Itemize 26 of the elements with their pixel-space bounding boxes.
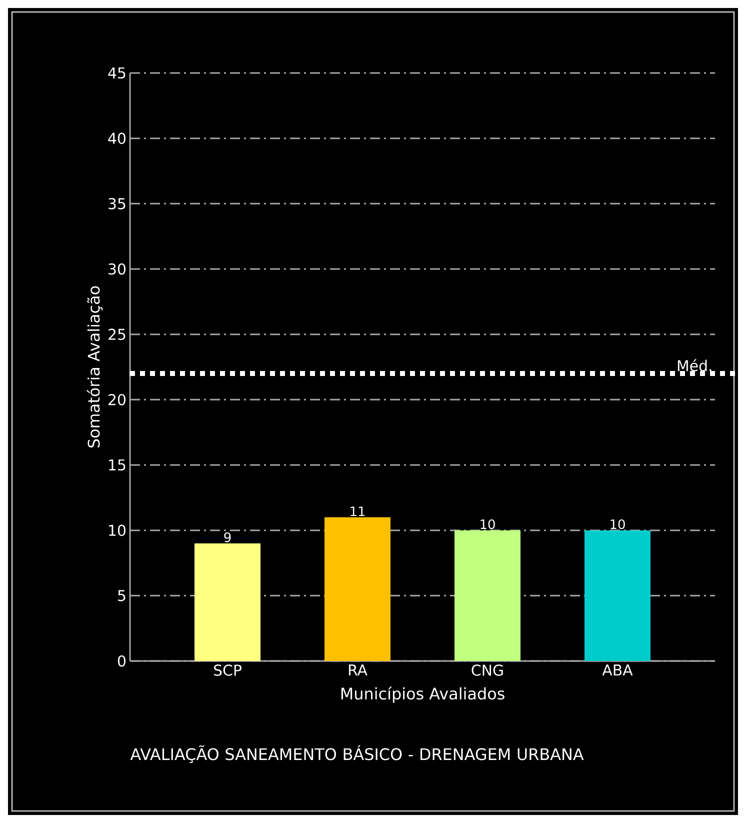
y-tick-label: 45 — [108, 67, 126, 79]
y-tick-label: 20 — [108, 394, 126, 406]
text: AVALIAÇÃO SANEAMENTO BÁSICO - DRENAGEM URBANA — [130, 745, 584, 764]
y-tick-label: 40 — [108, 132, 126, 144]
y-tick-label: 25 — [108, 328, 126, 340]
y-tick-label: 15 — [109, 459, 126, 471]
y-axis-title: Somatória Avaliação — [86, 286, 103, 448]
y-tick-label: 0 — [118, 655, 126, 667]
bar — [194, 543, 260, 661]
ref-line-label: Méd. — [678, 359, 712, 372]
bar — [584, 530, 651, 661]
y-tick-label: 30 — [108, 263, 126, 275]
data-label: 10 — [480, 519, 495, 530]
data-label: 10 — [610, 519, 625, 530]
data-label: 9 — [224, 532, 231, 542]
data-label: 11 — [350, 506, 365, 516]
x-tick-label: RA — [348, 664, 368, 676]
x-tick-label: ABA — [602, 664, 633, 676]
y-tick-label: 10 — [109, 524, 126, 536]
x-axis-title: Municípios Avaliados — [341, 686, 504, 703]
x-tick-label: SCP — [214, 664, 242, 676]
x-tick-label: CNG — [472, 664, 503, 676]
bar — [324, 517, 390, 661]
bar — [454, 530, 520, 661]
y-tick-label: 35 — [108, 198, 126, 210]
y-tick-label: 5 — [118, 590, 126, 602]
